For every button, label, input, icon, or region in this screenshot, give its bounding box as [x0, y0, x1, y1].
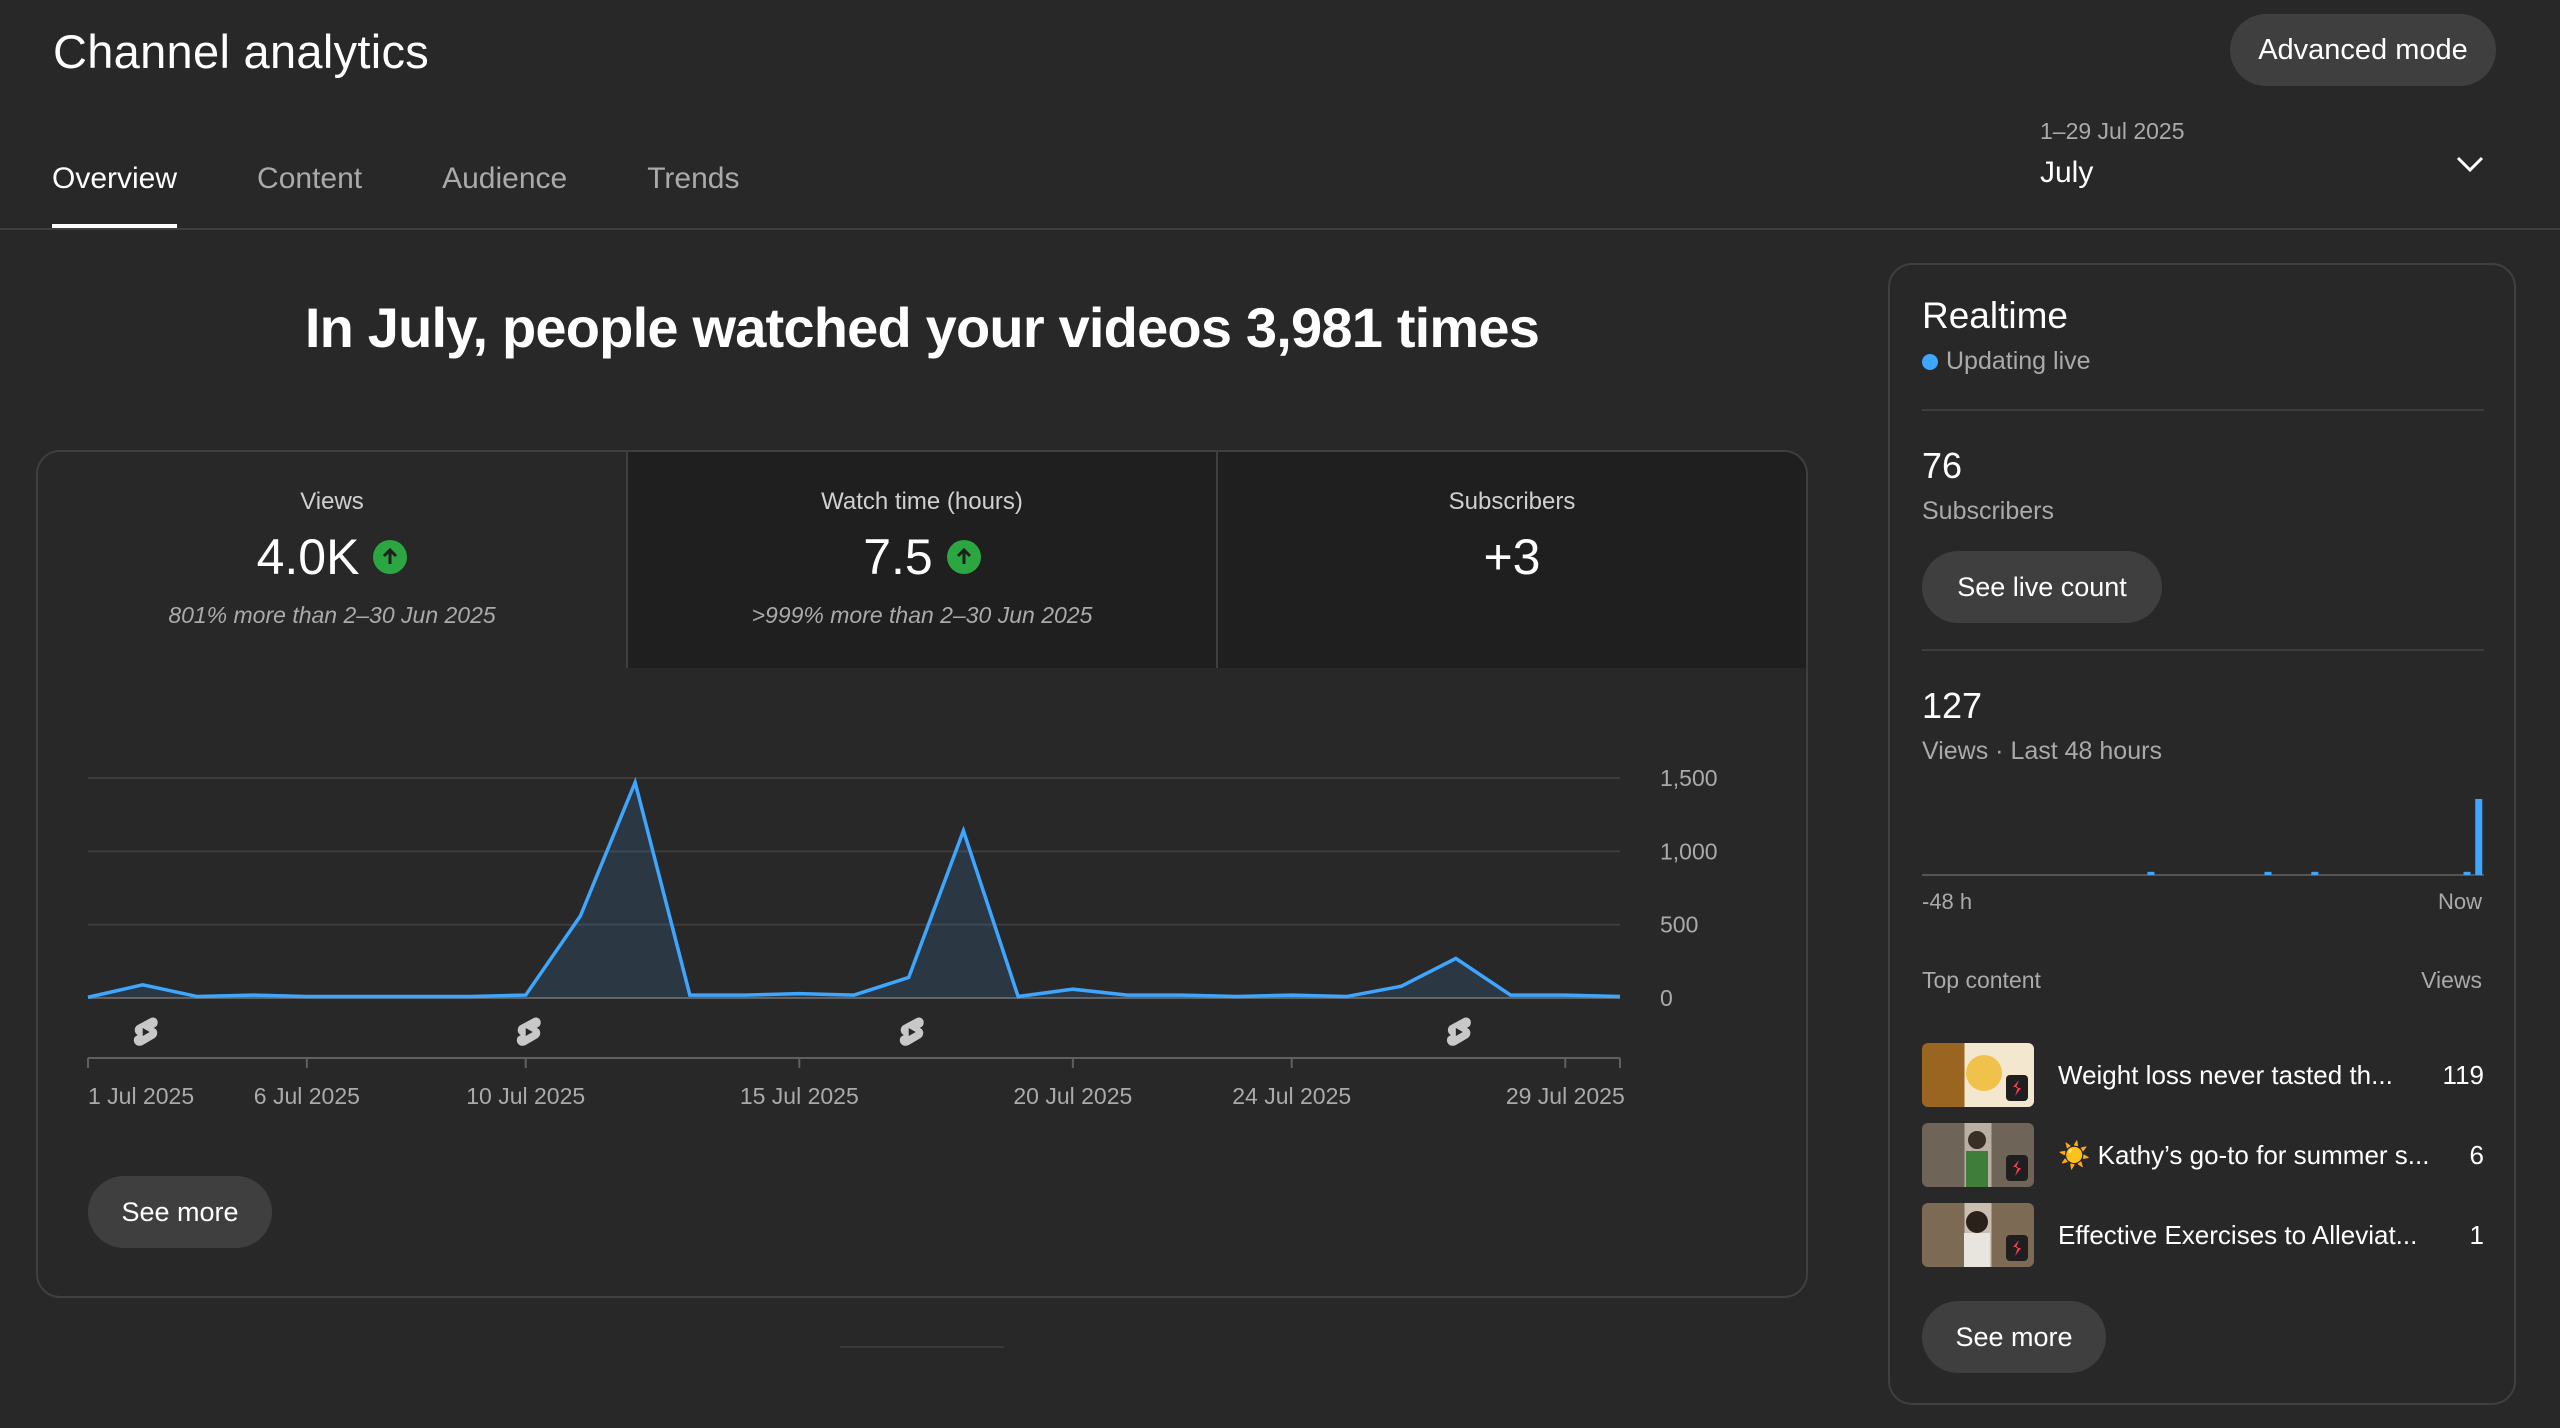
summary-headline: In July, people watched your videos 3,98… — [304, 296, 1540, 359]
video-views: 6 — [2469, 1139, 2484, 1170]
x-tick-label: 20 Jul 2025 — [1013, 1083, 1132, 1109]
shorts-icon — [2006, 1155, 2028, 1181]
x-tick-label: 29 Jul 2025 — [1506, 1083, 1625, 1109]
realtime-title: Realtime — [1922, 295, 2068, 336]
realtime-sparkline — [1922, 799, 2484, 876]
metric-value: +3 — [1483, 529, 1541, 585]
top-content-views-header: Views — [2421, 967, 2482, 993]
tab-overview[interactable]: Overview — [52, 150, 178, 230]
y-tick-label: 0 — [1660, 985, 1673, 1011]
sparkline-bar — [2463, 871, 2471, 875]
arrow-up-icon — [946, 540, 981, 574]
see-more-button[interactable]: See more — [88, 1176, 272, 1248]
views-chart: 0 500 1,000 1,500 1 Jul 2025 6 Jul 2025 10 Jul… — [38, 668, 1806, 1296]
realtime-card: Realtime Updating live 76 Subscribers Se… — [1888, 263, 2516, 1405]
sparkline-bar — [2264, 871, 2272, 875]
top-content-item[interactable]: Weight loss never tasted th... 119 — [1922, 1035, 2484, 1115]
video-thumbnail — [1922, 1123, 2034, 1187]
top-content-header: Top content — [1922, 967, 2041, 993]
see-live-count-button[interactable]: See live count — [1922, 551, 2162, 623]
date-period-label: July — [2040, 156, 2094, 189]
metric-comparison: >999% more than 2–30 Jun 2025 — [751, 602, 1093, 628]
shorts-icon — [133, 1017, 158, 1046]
shorts-icon — [516, 1017, 541, 1046]
realtime-views-value: 127 — [1922, 685, 1983, 726]
date-range-picker[interactable]: 1–29 Jul 2025 July — [2020, 110, 2490, 210]
realtime-subscribers-value: 76 — [1922, 445, 1963, 486]
sparkline-start-label: -48 h — [1922, 889, 1973, 914]
metric-label: Watch time (hours) — [821, 488, 1023, 515]
tab-trends[interactable]: Trends — [647, 162, 740, 195]
metric-tabs: Views 4.0K 801% more than 2–30 Jun 2025 … — [38, 452, 1806, 668]
advanced-mode-button[interactable]: Advanced mode — [2230, 14, 2496, 86]
video-views: 1 — [2469, 1219, 2484, 1250]
sparkline-bar — [2311, 871, 2319, 875]
shorts-icon — [2006, 1235, 2028, 1261]
views-chart-svg: 0 500 1,000 1,500 1 Jul 2025 6 Jul 2025 10 Jul… — [87, 765, 1718, 1109]
metric-value-row: 4.0K — [38, 528, 626, 586]
shorts-icon — [899, 1017, 924, 1046]
x-tick-label: 15 Jul 2025 — [740, 1083, 859, 1109]
shorts-icon — [2006, 1075, 2028, 1101]
top-content-item[interactable]: Effective Exercises to Alleviat... 1 — [1922, 1195, 2484, 1275]
views-area — [88, 782, 1620, 998]
sparkline-end-label: Now — [2437, 889, 2482, 914]
metric-label: Views — [300, 488, 364, 515]
page-title: Channel analytics — [53, 25, 430, 78]
scroll-indicator — [840, 1346, 1004, 1348]
arrow-up-icon — [373, 540, 408, 574]
realtime-divider — [1922, 649, 2484, 651]
video-title: Effective Exercises to Alleviat... — [2058, 1219, 2418, 1250]
video-title: ☀️ Kathy’s go-to for summer s... — [2058, 1139, 2430, 1170]
top-content-list: Weight loss never tasted th... 119 ☀️ Ka… — [1922, 1035, 2484, 1275]
video-thumbnail — [1922, 1203, 2034, 1267]
y-tick-label: 500 — [1660, 912, 1698, 938]
realtime-see-more-button[interactable]: See more — [1922, 1301, 2106, 1373]
sparkline-bar — [2475, 799, 2483, 875]
metric-watch-time[interactable]: Watch time (hours) 7.5 >999% more than 2… — [626, 452, 1216, 668]
views-line — [87, 776, 1621, 999]
realtime-subscribers-label: Subscribers — [1922, 497, 2054, 525]
y-tick-label: 1,500 — [1660, 765, 1718, 791]
tab-audience[interactable]: Audience — [442, 162, 568, 195]
tab-bar: Overview Content Audience Trends — [52, 150, 819, 230]
x-tick-label: 1 Jul 2025 — [88, 1083, 194, 1109]
realtime-divider — [1922, 409, 2484, 411]
metric-label: Subscribers — [1448, 488, 1576, 515]
sparkline-bar — [2147, 871, 2155, 875]
header-divider — [0, 228, 2560, 230]
tab-content[interactable]: Content — [257, 162, 363, 195]
video-thumbnail — [1922, 1043, 2034, 1107]
x-tick-label: 24 Jul 2025 — [1232, 1083, 1351, 1109]
date-range-text: 1–29 Jul 2025 — [2040, 118, 2185, 144]
overview-card: Views 4.0K 801% more than 2–30 Jun 2025 … — [36, 450, 1808, 1298]
video-views: 119 — [2442, 1059, 2484, 1090]
live-status-label: Updating live — [1946, 347, 2091, 375]
metric-value: 7.5 — [863, 529, 933, 585]
realtime-views-label: Views · Last 48 hours — [1922, 737, 2162, 765]
metric-value-row: +3 — [1218, 528, 1806, 586]
metric-comparison: 801% more than 2–30 Jun 2025 — [168, 602, 496, 628]
live-status: Updating live — [1922, 347, 2091, 376]
chevron-down-icon[interactable] — [2450, 144, 2490, 184]
x-tick-label: 6 Jul 2025 — [254, 1083, 360, 1109]
shorts-icon — [1446, 1017, 1471, 1046]
live-dot-icon — [1922, 353, 1938, 370]
metric-views[interactable]: Views 4.0K 801% more than 2–30 Jun 2025 — [38, 452, 626, 668]
y-tick-label: 1,000 — [1660, 838, 1718, 864]
metric-subscribers[interactable]: Subscribers +3 — [1216, 452, 1806, 668]
video-title: Weight loss never tasted th... — [2058, 1059, 2393, 1090]
top-content-item[interactable]: ☀️ Kathy’s go-to for summer s... 6 — [1922, 1115, 2484, 1195]
x-tick-label: 10 Jul 2025 — [466, 1083, 585, 1109]
metric-value: 4.0K — [256, 529, 360, 585]
metric-value-row: 7.5 — [628, 528, 1216, 586]
